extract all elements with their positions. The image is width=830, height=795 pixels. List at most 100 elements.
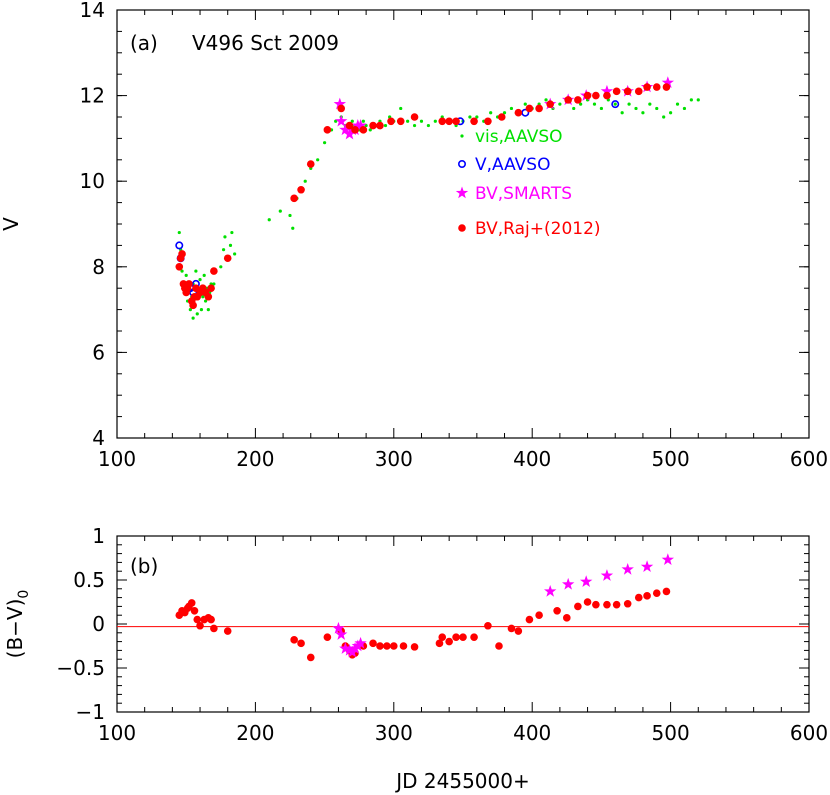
- b-point-bv-raj-2012: [662, 587, 671, 596]
- a-point-bv-raj-2012: [514, 108, 523, 117]
- a-point-vis-aavso: [334, 119, 338, 123]
- a-point-bv-raj-2012: [525, 104, 534, 113]
- a-point-bv-raj-2012: [583, 91, 592, 100]
- a-point-bv-raj-2012: [652, 83, 661, 91]
- a-point-vis-aavso: [199, 308, 204, 312]
- a-point-vis-aavso: [648, 102, 652, 106]
- legend-item-smarts: BV,SMARTS: [455, 184, 572, 204]
- y-axis-label-a: V: [0, 217, 23, 231]
- a-point-vis-aavso: [475, 115, 479, 119]
- a-point-vis-aavso: [233, 252, 237, 256]
- legend-label-vis: vis,AAVSO: [475, 127, 563, 147]
- a-point-vis-aavso: [634, 106, 638, 111]
- a-point-v-aavso: [611, 100, 620, 109]
- a-y-tick-label: 14: [80, 0, 105, 22]
- b-point-bv-raj-2012: [210, 624, 218, 633]
- b-point-bv-smarts: [579, 575, 593, 588]
- a-point-vis-aavso: [412, 123, 417, 128]
- a-x-tick-label: 200: [236, 447, 274, 471]
- a-point-bv-smarts: [600, 84, 614, 97]
- a-point-bv-raj-2012: [662, 83, 671, 91]
- x-axis-label: JD 2455000+: [394, 769, 530, 793]
- b-point-bv-raj-2012: [495, 642, 503, 650]
- a-point-vis-aavso: [316, 158, 320, 162]
- b-x-tick-label: 200: [236, 721, 274, 745]
- a-point-vis-aavso: [195, 312, 199, 316]
- a-point-bv-raj-2012: [345, 121, 354, 130]
- b-y-tick-label: 0.5: [73, 568, 105, 592]
- a-point-bv-raj-2012: [452, 117, 460, 126]
- b-y-tick-label: 0: [92, 612, 105, 636]
- legend-label-v-aavso: V,AAVSO: [475, 155, 550, 175]
- b-point-bv-raj-2012: [190, 607, 199, 615]
- legend-marker-smarts: [455, 186, 469, 199]
- b-point-bv-raj-2012: [507, 624, 516, 633]
- a-point-vis-aavso: [288, 213, 292, 218]
- a-point-bv-raj-2012: [574, 96, 582, 104]
- a-point-bv-raj-2012: [438, 117, 447, 126]
- a-point-bv-raj-2012: [410, 113, 419, 121]
- a-point-bv-raj-2012: [623, 87, 632, 96]
- a-point-bv-smarts: [661, 76, 675, 89]
- a-point-vis-aavso: [361, 119, 365, 123]
- y-axis-label-b-text: (B−V): [3, 599, 27, 659]
- a-x-tick-label: 600: [790, 447, 828, 471]
- a-point-vis-aavso: [364, 123, 368, 128]
- a-point-vis-aavso: [368, 128, 372, 132]
- b-point-bv-raj-2012: [603, 600, 611, 609]
- a-point-vis-aavso: [221, 248, 226, 252]
- a-point-bv-raj-2012: [351, 126, 359, 134]
- a-point-bv-smarts: [339, 123, 352, 136]
- a-point-bv-raj-2012: [470, 117, 478, 126]
- panel-a-label: (a): [130, 31, 158, 55]
- a-point-vis-aavso: [468, 115, 472, 119]
- b-point-bv-raj-2012: [207, 615, 215, 624]
- b-series-bv-smarts: [332, 553, 675, 658]
- a-x-tick-label: 500: [652, 447, 690, 471]
- b-point-bv-smarts: [354, 636, 367, 649]
- a-point-bv-raj-2012: [359, 126, 368, 134]
- a-point-bv-raj-2012: [603, 91, 611, 100]
- a-point-bv-raj-2012: [210, 267, 218, 275]
- a-point-vis-aavso: [662, 115, 666, 119]
- a-point-bv-raj-2012: [306, 160, 315, 168]
- b-y-tick-label: −1: [76, 700, 105, 724]
- y-axis-label-b: (B−V)0: [3, 590, 32, 659]
- b-point-bv-smarts: [562, 577, 575, 590]
- a-point-vis-aavso: [230, 230, 234, 235]
- a-point-vis-aavso: [627, 102, 631, 106]
- b-point-bv-raj-2012: [652, 589, 661, 597]
- a-point-vis-aavso: [544, 98, 548, 102]
- a-point-vis-aavso: [579, 102, 583, 106]
- a-point-vis-aavso: [323, 141, 327, 145]
- a-point-vis-aavso: [682, 106, 687, 111]
- a-point-bv-raj-2012: [643, 83, 651, 91]
- b-point-bv-raj-2012: [583, 598, 592, 606]
- panel-b-label: (b): [130, 554, 158, 578]
- b-point-bv-raj-2012: [290, 636, 298, 644]
- a-point-vis-aavso: [303, 179, 307, 183]
- b-point-bv-raj-2012: [634, 593, 643, 602]
- b-point-bv-smarts: [621, 562, 634, 575]
- a-point-bv-raj-2012: [535, 104, 543, 113]
- a-point-vis-aavso: [203, 299, 208, 303]
- a-series-bv-raj-2012: [175, 83, 671, 310]
- a-point-vis-aavso: [291, 226, 295, 230]
- legend-marker-vis-aavso: [460, 134, 464, 138]
- a-point-bv-raj-2012: [323, 126, 332, 134]
- a-point-vis-aavso: [433, 119, 437, 123]
- a-y-tick-label: 8: [92, 255, 105, 279]
- legend: vis,AAVSO V,AAVSO BV,SMARTS BV,Raj+(2012…: [455, 127, 601, 239]
- panel-b: (b) (B−V)0 100 200 300 400 500 600−1−0.500.51: [3, 524, 828, 745]
- a-series-vis-aavso: [177, 98, 700, 320]
- b-point-bv-raj-2012: [643, 592, 651, 600]
- a-point-vis-aavso: [267, 218, 271, 222]
- b-point-bv-raj-2012: [563, 614, 571, 622]
- a-point-vis-aavso: [177, 230, 181, 235]
- a-point-vis-aavso: [383, 123, 388, 128]
- a-point-bv-raj-2012: [546, 100, 554, 108]
- b-point-bv-raj-2012: [470, 633, 478, 641]
- b-point-bv-raj-2012: [435, 639, 444, 648]
- a-point-vis-aavso: [223, 235, 227, 239]
